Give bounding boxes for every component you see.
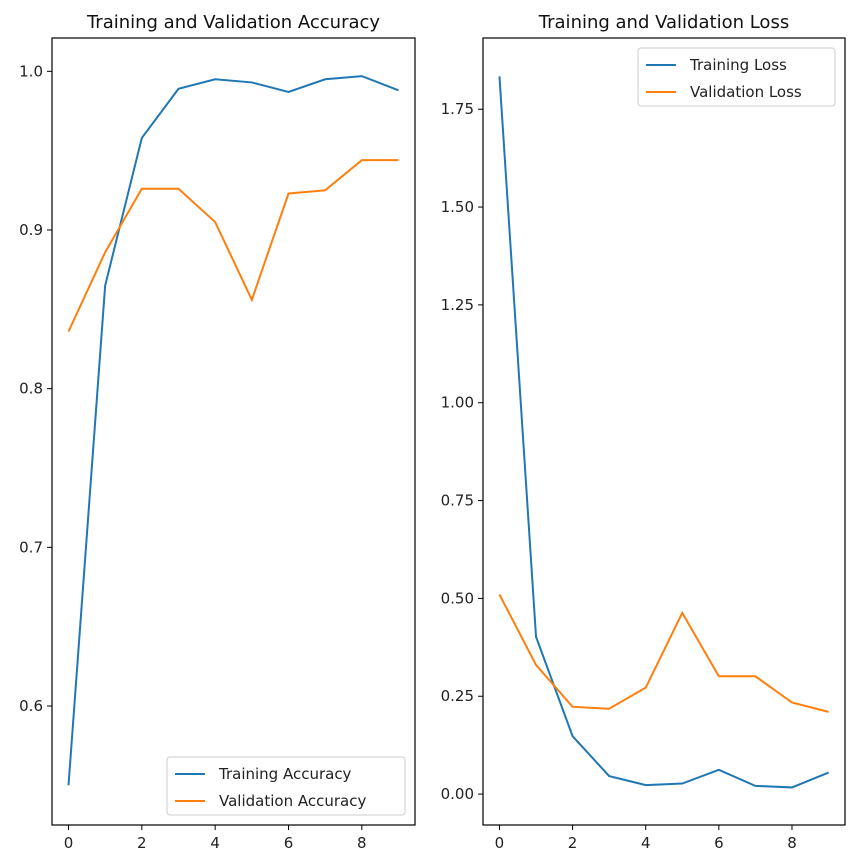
- y-tick-label: 0.8: [19, 380, 43, 398]
- y-tick-label: 0.25: [441, 687, 474, 705]
- subplot-loss: Training and Validation Loss 0 2 4 6 8 0.00 0.2…: [441, 12, 846, 852]
- x-tick-label: 4: [641, 834, 651, 852]
- y-tick-label: 1.0: [19, 62, 43, 80]
- x-tick-label: 6: [284, 834, 294, 852]
- y-tick-label: 1.00: [441, 394, 474, 412]
- x-tick-label: 6: [714, 834, 724, 852]
- axes-frame: [482, 37, 846, 826]
- legend-label: Validation Loss: [690, 83, 802, 101]
- y-tick-label: 0.9: [19, 221, 43, 239]
- y-tick-label: 0.6: [19, 697, 43, 715]
- legend-label: Training Accuracy: [218, 765, 352, 783]
- y-tick-label: 1.25: [441, 296, 474, 314]
- y-tick-label: 0.50: [441, 589, 474, 607]
- series-line-training-accuracy: [67, 75, 399, 786]
- legend: Training Loss Validation Loss: [637, 47, 836, 107]
- legend-label: Validation Accuracy: [219, 792, 366, 810]
- y-tick-label: 1.50: [441, 198, 474, 216]
- x-tick-label: 8: [357, 834, 367, 852]
- x-tick-label: 4: [210, 834, 220, 852]
- y-tick-label: 0.75: [441, 492, 474, 510]
- legend-label: Training Loss: [689, 56, 787, 74]
- y-tick-label: 0.00: [441, 785, 474, 803]
- y-tick-label: 0.7: [19, 538, 43, 556]
- x-tick-label: 0: [495, 834, 505, 852]
- series-line-validation-accuracy: [67, 159, 399, 332]
- series-line-validation-loss: [498, 594, 829, 713]
- x-tick-label: 2: [568, 834, 578, 852]
- legend-box: [166, 756, 406, 816]
- legend: Training Accuracy Validation Accuracy: [166, 756, 406, 816]
- axes-frame: [51, 37, 416, 826]
- chart-title: Training and Validation Loss: [538, 12, 789, 33]
- legend-box: [637, 47, 836, 107]
- x-tick-label: 0: [64, 834, 74, 852]
- x-tick-label: 2: [137, 834, 147, 852]
- chart-title: Training and Validation Accuracy: [86, 12, 380, 33]
- y-tick-label: 1.75: [441, 100, 474, 118]
- x-tick-label: 8: [787, 834, 797, 852]
- subplot-accuracy: Training and Validation Accuracy 0 2 4 6 8 0.6…: [19, 12, 416, 852]
